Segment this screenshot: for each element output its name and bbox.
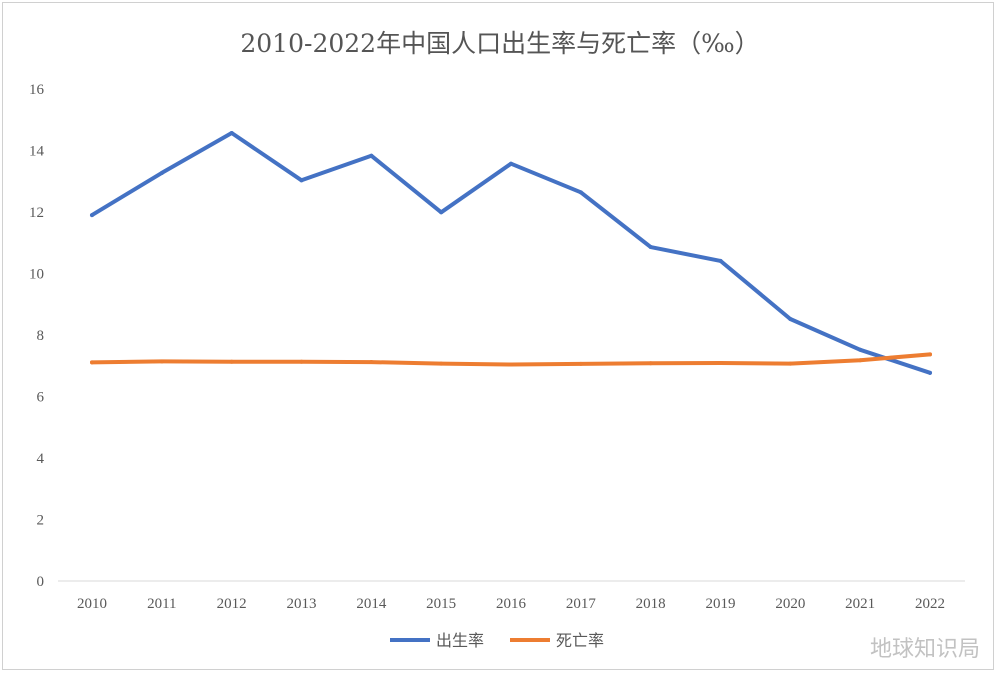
x-tick-label: 2021	[845, 596, 875, 612]
data-point	[159, 359, 164, 364]
data-point	[439, 210, 444, 215]
y-tick-label: 2	[37, 513, 45, 529]
data-point	[648, 361, 653, 366]
x-tick-label: 2018	[636, 596, 666, 612]
x-tick-label: 2011	[147, 596, 176, 612]
x-tick-label: 2022	[915, 596, 945, 612]
chart-frame	[2, 2, 994, 670]
data-point	[439, 361, 444, 366]
data-point	[509, 362, 513, 367]
data-point	[369, 360, 374, 365]
y-tick-label: 8	[37, 328, 45, 344]
x-tick-label: 2020	[775, 596, 805, 612]
data-point	[578, 361, 583, 366]
legend-label: 出生率	[436, 631, 484, 650]
data-point	[509, 161, 513, 166]
watermark-logo: 地球知识局	[869, 637, 980, 662]
data-point	[858, 358, 863, 363]
series-line-1	[90, 131, 932, 375]
x-tick-label: 2012	[217, 596, 247, 612]
data-point	[648, 245, 653, 250]
data-point	[299, 359, 304, 364]
chart-title: 2010-2022年中国人口出生率与死亡率（‰）	[240, 29, 760, 58]
data-point	[928, 352, 932, 357]
y-tick-label: 6	[37, 390, 45, 406]
data-point	[718, 360, 723, 365]
data-point	[369, 153, 374, 158]
y-tick-label: 0	[37, 574, 45, 590]
x-tick-label: 2010	[77, 596, 107, 612]
data-point	[159, 170, 164, 175]
legend-label: 死亡率	[556, 631, 604, 650]
x-tick-label: 2017	[566, 596, 597, 612]
data-point	[718, 258, 723, 263]
x-tick-label: 2016	[496, 596, 527, 612]
data-point	[299, 178, 304, 183]
data-point	[90, 360, 94, 365]
data-point	[858, 347, 863, 352]
data-point	[578, 190, 583, 195]
y-tick-label: 14	[29, 144, 45, 160]
data-point	[788, 317, 793, 322]
x-tick-label: 2014	[356, 596, 387, 612]
y-tick-label: 4	[37, 451, 45, 467]
data-point	[928, 370, 932, 375]
data-point	[90, 213, 94, 218]
data-point	[788, 361, 793, 366]
x-tick-label: 2013	[287, 596, 317, 612]
x-tick-label: 2019	[706, 596, 736, 612]
y-tick-label: 10	[29, 267, 44, 283]
x-tick-label: 2015	[426, 596, 456, 612]
y-tick-label: 12	[29, 205, 44, 221]
y-tick-label: 16	[29, 82, 45, 98]
data-point	[229, 130, 234, 135]
data-point	[229, 359, 234, 364]
